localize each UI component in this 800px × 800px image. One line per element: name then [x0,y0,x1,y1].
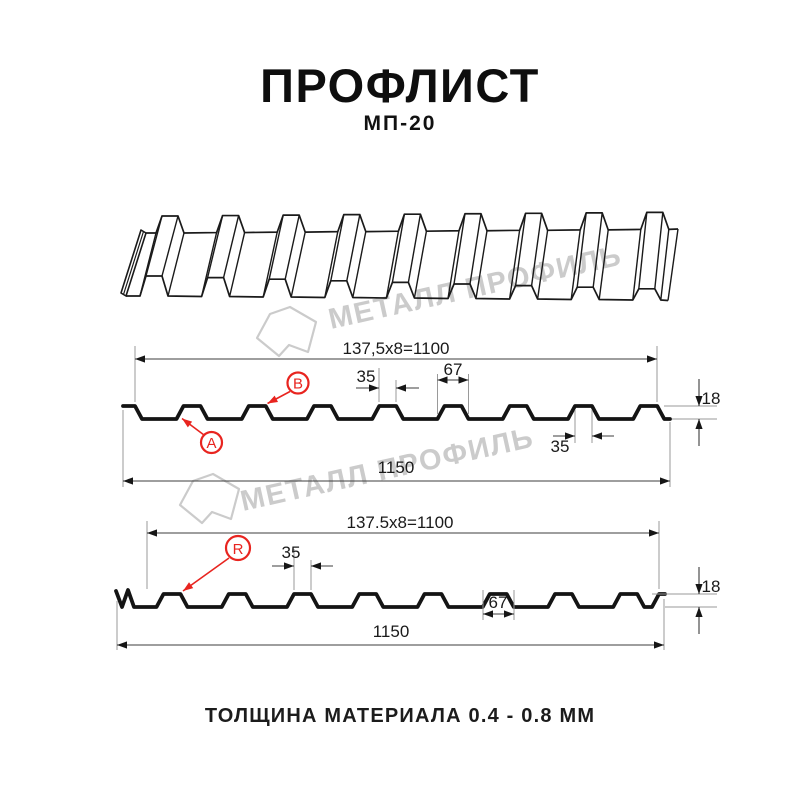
drawing-shape [135,355,145,363]
drawing-shape [407,214,422,283]
drawing-shape [122,231,145,295]
drawing-shape [206,215,224,278]
drawing-shape [369,384,379,392]
drawing-shape [352,231,367,298]
dim-crest-label: 35 [357,367,376,386]
drawing-shape [632,229,642,301]
cross-section-bottom-profile [114,588,667,609]
drawing-shape [330,214,345,281]
drawing-shape [536,230,549,300]
drawing-shape [183,582,194,591]
marker-r-label: R [233,541,244,558]
drawing-shape [121,404,672,421]
drawing-shape [508,230,521,300]
drawing-shape [311,562,321,570]
drawing-shape [654,212,664,289]
drawing-shape [458,376,469,384]
marker-b-circle [286,371,310,395]
watermark-middle: МЕТАЛЛ ПРОФИЛЬ [178,422,537,525]
dim-base-label: 67 [444,360,463,379]
marker-b-label: B [293,376,303,393]
drawing-shape [598,229,609,300]
drawing-shape [385,231,400,299]
drawing-shape [570,229,581,300]
drawing-shape [391,214,406,283]
drawing-shape [530,213,543,286]
drawing-shape [660,477,670,485]
drawing-shape [695,607,703,617]
drawing-shape [453,213,466,285]
drawing-shape [475,230,488,299]
drawing-shape [660,229,670,301]
drawing-shape [126,275,669,302]
drawing-shape [161,215,179,277]
dim-overall-label: 1150 [373,622,410,641]
drawing-shape [262,231,278,298]
drawing-shape [413,231,428,299]
drawing-shape [290,231,306,298]
dim-base-label: 67 [489,593,508,612]
dim-overall-label: 1150 [378,458,415,477]
page-title: ПРОФЛИСТ [260,59,540,112]
page-subtitle: МП-20 [363,112,437,135]
drawing-shape [483,610,493,618]
drawing-shape [114,588,667,609]
metall-profil-logo-icon [178,472,241,525]
drawing-shape [592,212,603,288]
drawing-shape [695,584,703,594]
drawing-shape [649,529,659,537]
drawing-shape [654,641,664,649]
drawing-shape [565,432,575,440]
dimension-lines [116,346,717,650]
dim-crest-label: 35 [282,543,301,562]
sheet-3d-view [120,211,679,302]
drawing-shape [167,232,185,297]
drawing-shape [324,231,339,298]
drawing-shape [695,419,703,429]
dim-height-label: 18 [702,389,721,408]
cross-section-top-labels: 137,5x8=1100 1150 35 67 18 35 A B [199,339,721,477]
dim-crest-bottom-label: 35 [551,437,570,456]
drawing-shape [667,228,679,301]
dim-height-label: 18 [702,577,721,596]
drawing-shape [504,610,514,618]
drawing-shape [514,213,527,286]
drawing-shape [222,215,240,278]
drawing-shape [147,529,157,537]
drawing-shape [346,214,361,281]
drawing-shape [123,477,133,485]
marker-a-circle [199,430,224,455]
cross-section-top-profile [121,404,672,421]
dim-total-label: 137,5x8=1100 [343,339,450,358]
dim-total-label: 137.5x8=1100 [347,513,454,532]
drawing-shape [437,376,448,384]
marker-r-circle [224,534,252,562]
drawing-shape [469,213,482,285]
cross-section-bottom-labels: 137.5x8=1100 1150 35 67 18 R [224,513,721,641]
drawing-shape [267,395,279,404]
drawing-shape [284,214,300,280]
material-thickness-note: ТОЛЩИНА МАТЕРИАЛА 0.4 - 0.8 ММ [204,705,596,727]
drawing-shape [268,214,284,280]
drawing-shape [592,432,602,440]
drawing-shape [284,562,294,570]
drawing-shape [695,396,703,406]
drawing-shape [396,384,406,392]
drawing-shape [146,211,679,234]
drawing-shape [647,355,657,363]
drawing-shape [182,418,193,428]
metall-profil-logo-icon [255,305,318,358]
drawing-shape [117,641,127,649]
drawing-shape [228,232,246,297]
drawing-shape [576,212,587,288]
drawing-shape [447,230,460,299]
marker-a-label: A [206,435,216,452]
drawing-shape [638,212,648,289]
